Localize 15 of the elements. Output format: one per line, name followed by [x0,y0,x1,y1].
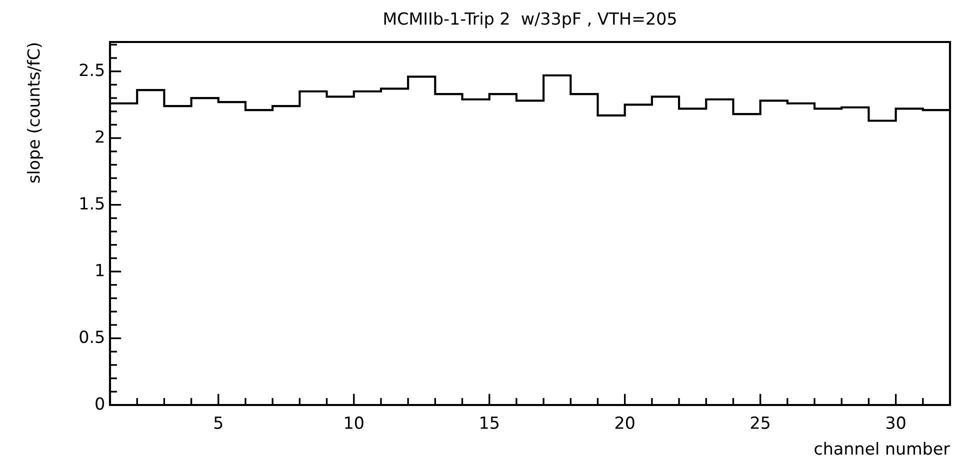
y-tick-label: 0 [96,397,104,410]
y-axis-title: slope (counts/fC) [26,43,44,183]
y-tick-label: 1.5 [80,197,104,210]
chart-title: MCMIIb-1-Trip 2 w/33pF , VTH=205 [384,12,676,28]
y-tick-label: 0.5 [80,330,104,344]
x-tick-label: 20 [615,416,634,430]
x-tick-label: 25 [750,416,770,430]
x-tick-label: 5 [214,416,222,430]
y-tick-label: 2 [96,130,104,143]
y-tick-label: 1 [96,264,104,276]
x-axis-title: channel number [814,442,950,455]
x-tick-label: 10 [345,416,364,430]
y-tick-label: 2.5 [80,64,104,76]
x-tick-label: 15 [480,416,499,430]
x-tick-label: 30 [886,416,906,430]
